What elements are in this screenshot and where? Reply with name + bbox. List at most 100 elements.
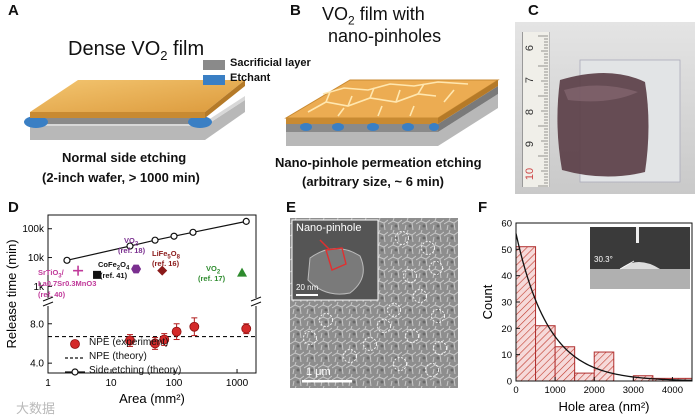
flexible-film-photo [557, 59, 681, 183]
inset-arrow [319, 239, 331, 251]
pinhole-circle [431, 309, 445, 323]
annot-vo2-18-text: VO [124, 236, 135, 245]
pinhole-circle [425, 363, 439, 377]
y-tick-label-upper: 100k [22, 224, 45, 235]
panel-a-label: A [8, 2, 19, 19]
fit-curve [515, 233, 693, 381]
sacrificial-layer-a [30, 118, 205, 124]
panel-b-title-main: VO [322, 4, 349, 24]
film-reflection [564, 85, 638, 102]
npe-point [171, 326, 182, 337]
pinhole-markers [303, 231, 447, 377]
panel-b-label: B [290, 2, 301, 19]
panel-a-illustration [24, 80, 245, 140]
droplet [620, 262, 660, 269]
annot-lifeo: LiFe5O8 [152, 249, 180, 261]
needle [636, 227, 639, 243]
y-tick-label-upper: 1k [33, 282, 45, 293]
panel-a-caption-2: (2-inch wafer, > 1000 min) [42, 170, 200, 185]
pinhole-circle [387, 303, 401, 317]
sacrificial-side-b [438, 86, 498, 132]
annot-ref18: (ref. 18) [118, 246, 146, 255]
side-etching-point [63, 256, 71, 264]
axis-break-mask-right [252, 298, 260, 306]
scale-label: 1 μm [306, 366, 331, 378]
annot-cofe-text: CoFe [98, 260, 117, 269]
legend-d-npe-exp-label: NPE (experiment) [89, 337, 169, 348]
side-etching-point [242, 217, 250, 225]
ref-point-square [93, 270, 102, 279]
panel-a-caption-1: Normal side etching [62, 150, 187, 165]
histogram-bar [535, 325, 556, 382]
y-tick-label-f: 50 [501, 245, 512, 256]
annot-vo2-18: VO2 [124, 236, 139, 248]
legend-a-sacrificial-swatch [203, 60, 225, 70]
annot-ref16: (ref. 16) [152, 259, 180, 268]
inset-pinhole-highlight [325, 247, 347, 271]
ruler-ticks [538, 35, 548, 187]
panel-b-caption-2: (arbitrary size, ~ 6 min) [302, 174, 444, 189]
etchant-drops-b [300, 123, 439, 131]
pinhole-circle [413, 289, 427, 303]
pinhole-circle [319, 313, 333, 327]
axis-break-mark [42, 296, 54, 302]
panel-b-title-tail: film with [354, 4, 425, 24]
ref-point-diamond [157, 265, 168, 276]
x-axis-label-d: Area (mm²) [119, 391, 185, 406]
hole-area-histogram: 0 1000 2000 3000 4000 0 10 20 30 40 50 60 Hole area … [480, 219, 693, 414]
x-axis-label-f: Hole area (nm²) [558, 399, 649, 414]
substrate-base-b [286, 94, 498, 146]
pinhole-circle [421, 241, 435, 255]
watermark: 大数据 [16, 401, 56, 416]
vo2-film-top-a [30, 80, 245, 112]
pinhole-circle [405, 329, 419, 343]
legend-d: NPE (experiment) NPE (theory) Side etchi… [65, 337, 235, 382]
side-etching-line [66, 220, 247, 261]
legend-d-side-marker [65, 368, 85, 376]
panel-a-title-main: Dense VO [68, 38, 161, 60]
panel-d-label: D [8, 199, 19, 216]
inset-scale-bar [296, 294, 318, 296]
inset-title: Nano-pinhole [296, 222, 362, 234]
panel-b-title-sub: 2 [348, 13, 355, 28]
vo2-film-front-b [286, 118, 438, 124]
annot-srtio3-text: SrTiO [38, 268, 59, 277]
legend-d-npe-theory-marker [65, 357, 85, 359]
pinhole-circle [343, 349, 357, 363]
pinhole-circle [403, 269, 417, 283]
y-tick-label-f: 10 [501, 350, 512, 361]
grain-boundaries-b [307, 81, 469, 117]
y-tick-label-lower: 4.0 [30, 359, 44, 370]
scale-bar [302, 380, 352, 383]
y-tick-label-f: 60 [501, 219, 512, 230]
axis-break-mark [250, 296, 262, 302]
vo2-film-front-a [30, 112, 205, 118]
histogram-bar [574, 372, 595, 382]
x-tick-label-f: 0 [513, 385, 518, 396]
histogram-bar [593, 351, 615, 382]
x-tick-label-d: 1000 [226, 378, 249, 389]
y-tick-label-f: 20 [501, 324, 512, 335]
etchant-right-a [188, 116, 212, 128]
panel-a-title-sub: 2 [160, 48, 168, 63]
annot-vo2-17: VO2 [206, 264, 221, 276]
y-tick-label-f: 40 [501, 271, 512, 282]
vo2-film-side-b [438, 80, 498, 124]
y-tick-label-f: 0 [507, 377, 512, 388]
annot-cofe: CoFe2O4 [98, 260, 130, 272]
side-etching-point [189, 228, 197, 236]
legend-a-etchant-swatch [203, 75, 225, 85]
inset-scale-label: 20 nm [296, 283, 319, 292]
panel-b-title-2: nano-pinholes [328, 26, 442, 46]
etchant-left-a [24, 116, 48, 128]
panel-a-title-tail: film [167, 38, 205, 60]
panel-f-label: F [478, 199, 488, 216]
annot-ref41: (ref. 41) [100, 271, 128, 280]
plot-frame-d [47, 214, 257, 374]
npe-point [159, 334, 170, 345]
y-axis-label-d: Release time (min) [4, 239, 19, 348]
x-tick-label-f: 2000 [584, 385, 605, 396]
y-axis-label-f: Count [480, 284, 495, 319]
annot-ref40: (ref. 40) [38, 290, 66, 299]
annot-vo2-17-text: VO [206, 264, 217, 273]
